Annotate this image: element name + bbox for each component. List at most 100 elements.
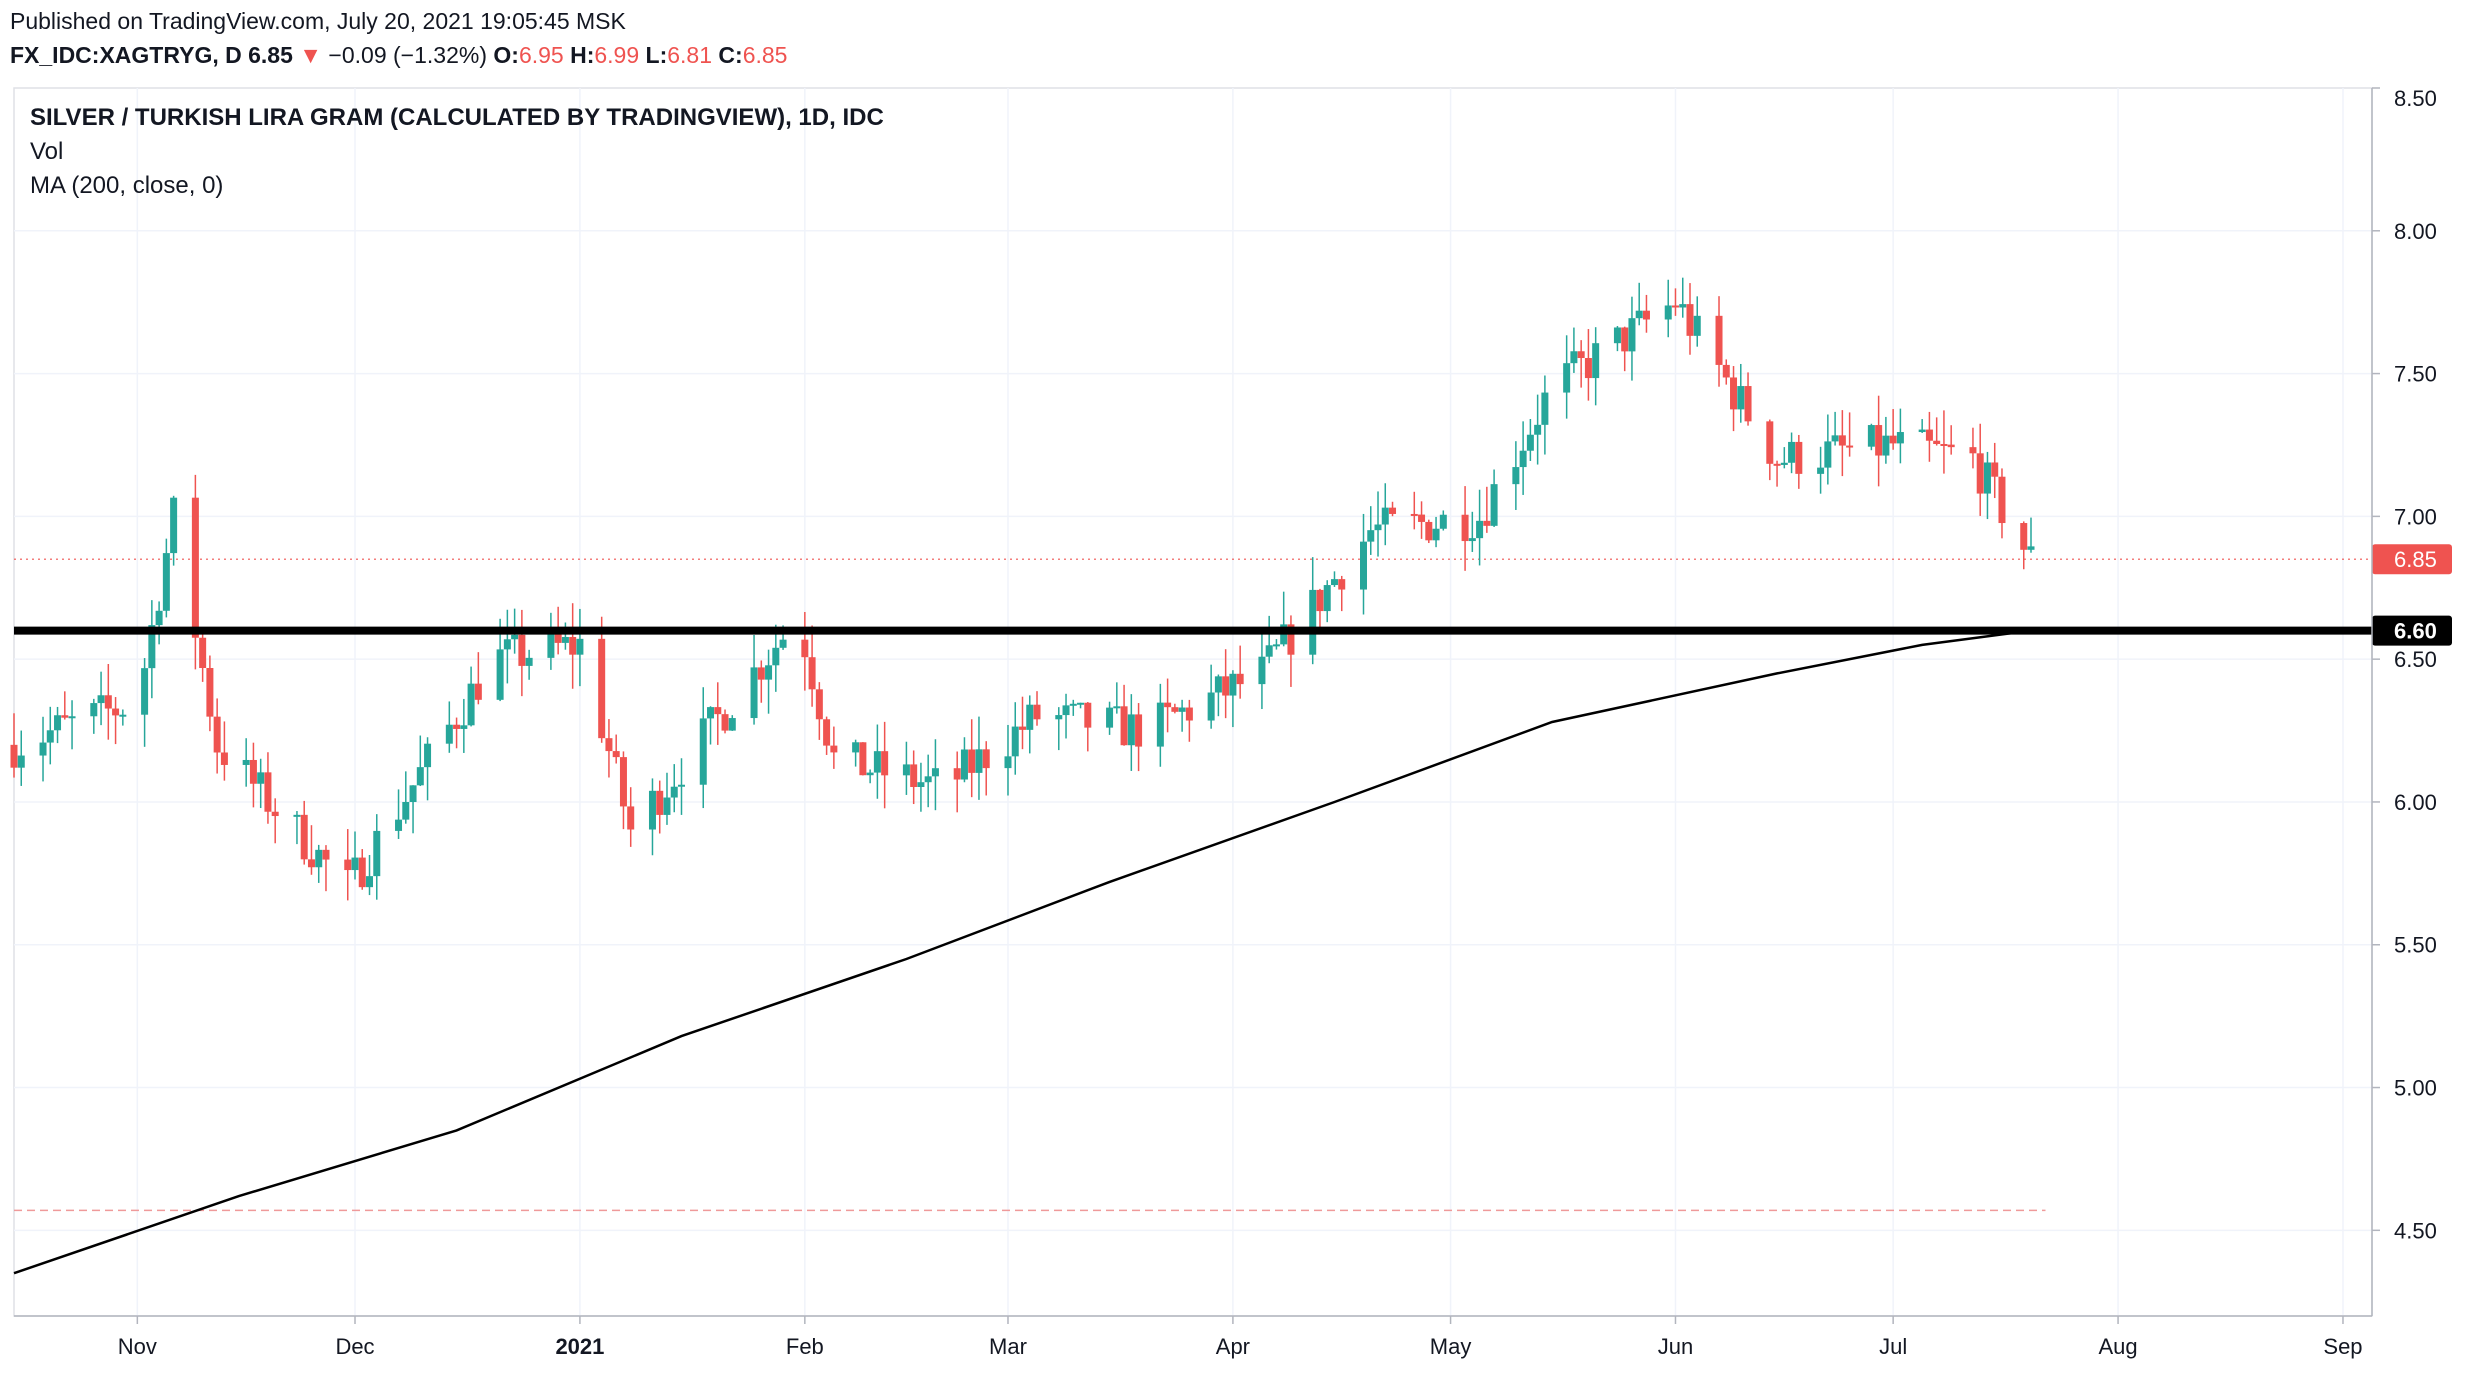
candle-body [97, 695, 105, 704]
candle-body [1490, 484, 1498, 526]
candle-body [1338, 579, 1346, 590]
candle-body [1889, 435, 1897, 444]
candle-body [1875, 425, 1883, 456]
candle-body [409, 785, 417, 803]
candle-body [322, 849, 330, 860]
candle-body [1185, 707, 1193, 721]
candle-body [1418, 514, 1426, 522]
candle-body [605, 738, 613, 752]
candle-body [264, 772, 272, 812]
candle-body [830, 745, 838, 753]
candle-body [395, 819, 403, 831]
candle-body [1817, 467, 1825, 474]
candle-body [1642, 310, 1650, 320]
candle-body [1033, 704, 1041, 720]
candle-body [801, 639, 809, 658]
candle-body [90, 703, 98, 717]
candle-body [757, 667, 765, 680]
published-line: Published on TradingView.com, July 20, 2… [10, 8, 626, 34]
legend-vol[interactable]: Vol [30, 138, 64, 165]
x-tick-label: Jul [1879, 1334, 1907, 1359]
candle-body [344, 859, 352, 871]
candle-body [220, 752, 228, 765]
candle-body [1439, 514, 1447, 529]
candle-body [1867, 425, 1875, 447]
symbol-ohlc-line: FX_IDC:XAGTRYG, D 6.85 ▼ −0.09 (−1.32%) … [10, 42, 787, 69]
candle-body [496, 649, 504, 700]
candle-body [293, 814, 301, 817]
candle-body [1933, 440, 1941, 444]
candle-body [300, 814, 308, 860]
last-price-badge [2372, 544, 2452, 575]
x-tick-label: Nov [118, 1334, 157, 1359]
candle-body [242, 759, 250, 765]
candle-body [714, 707, 722, 715]
down-arrow-icon: ▼ [299, 42, 323, 68]
candle-body [1323, 585, 1331, 612]
candle-body [1991, 462, 1999, 477]
candle-body [1178, 707, 1186, 712]
candle-body [1410, 513, 1418, 516]
candle-body [1824, 441, 1832, 468]
candle-body [1773, 463, 1781, 466]
candle-body [670, 786, 678, 798]
open-label: O: [493, 42, 519, 68]
candle-body [1156, 702, 1164, 747]
candle-body [1925, 429, 1933, 441]
candle-body [881, 751, 889, 776]
candle-body [1570, 351, 1578, 364]
candle-body [1831, 435, 1839, 442]
x-tick-label: Aug [2098, 1334, 2137, 1359]
support-label: 6.60 [2394, 619, 2437, 644]
candle-body [148, 625, 156, 669]
candle-body [910, 764, 918, 788]
candle-body [1425, 521, 1433, 541]
open-value: 6.95 [518, 42, 564, 68]
candle-body [1222, 676, 1230, 696]
candle-body [656, 790, 664, 815]
candle-body [2027, 546, 2035, 550]
candle-body [1461, 514, 1469, 542]
candle-body [576, 638, 584, 655]
candle-body [424, 743, 432, 768]
candle-body [1563, 363, 1571, 393]
candle-body [1272, 644, 1280, 647]
candle-body [1947, 444, 1955, 448]
candle-body [598, 638, 606, 739]
candle-body [648, 790, 656, 830]
legend-ma[interactable]: MA (200, close, 0) [30, 172, 224, 199]
candle-body [1236, 673, 1244, 685]
candle-body [1534, 424, 1542, 435]
candle-body [1287, 624, 1295, 655]
candle-body [1004, 756, 1012, 769]
candle-body [823, 719, 831, 746]
candle-body [1360, 541, 1368, 590]
candle-body [1265, 645, 1273, 657]
candle-body [1476, 520, 1484, 539]
candle-body [518, 634, 526, 666]
candle-body [46, 730, 54, 743]
candle-body [815, 689, 823, 720]
candle-body [547, 631, 555, 658]
candle-body [975, 749, 983, 773]
candle-body [1062, 705, 1070, 716]
candle-body [1795, 441, 1803, 474]
candle-body [917, 782, 925, 788]
candle-body [1976, 453, 1984, 494]
candle-body [1055, 715, 1063, 720]
candle-body [1664, 305, 1672, 320]
candle-body [1127, 714, 1135, 746]
candle-body [453, 724, 461, 729]
candle-body [1258, 656, 1266, 685]
price-change: −0.09 (−1.32%) [328, 42, 487, 68]
y-tick-label: 5.50 [2394, 933, 2437, 958]
candle-body [366, 876, 374, 888]
symbol[interactable]: FX_IDC:XAGTRYG, D [10, 42, 242, 68]
candle-body [271, 811, 279, 817]
candle-body [968, 749, 976, 773]
candle-body [460, 725, 468, 729]
candle-body [627, 806, 635, 830]
candle-body [859, 742, 867, 776]
candle-body [1983, 462, 1991, 494]
